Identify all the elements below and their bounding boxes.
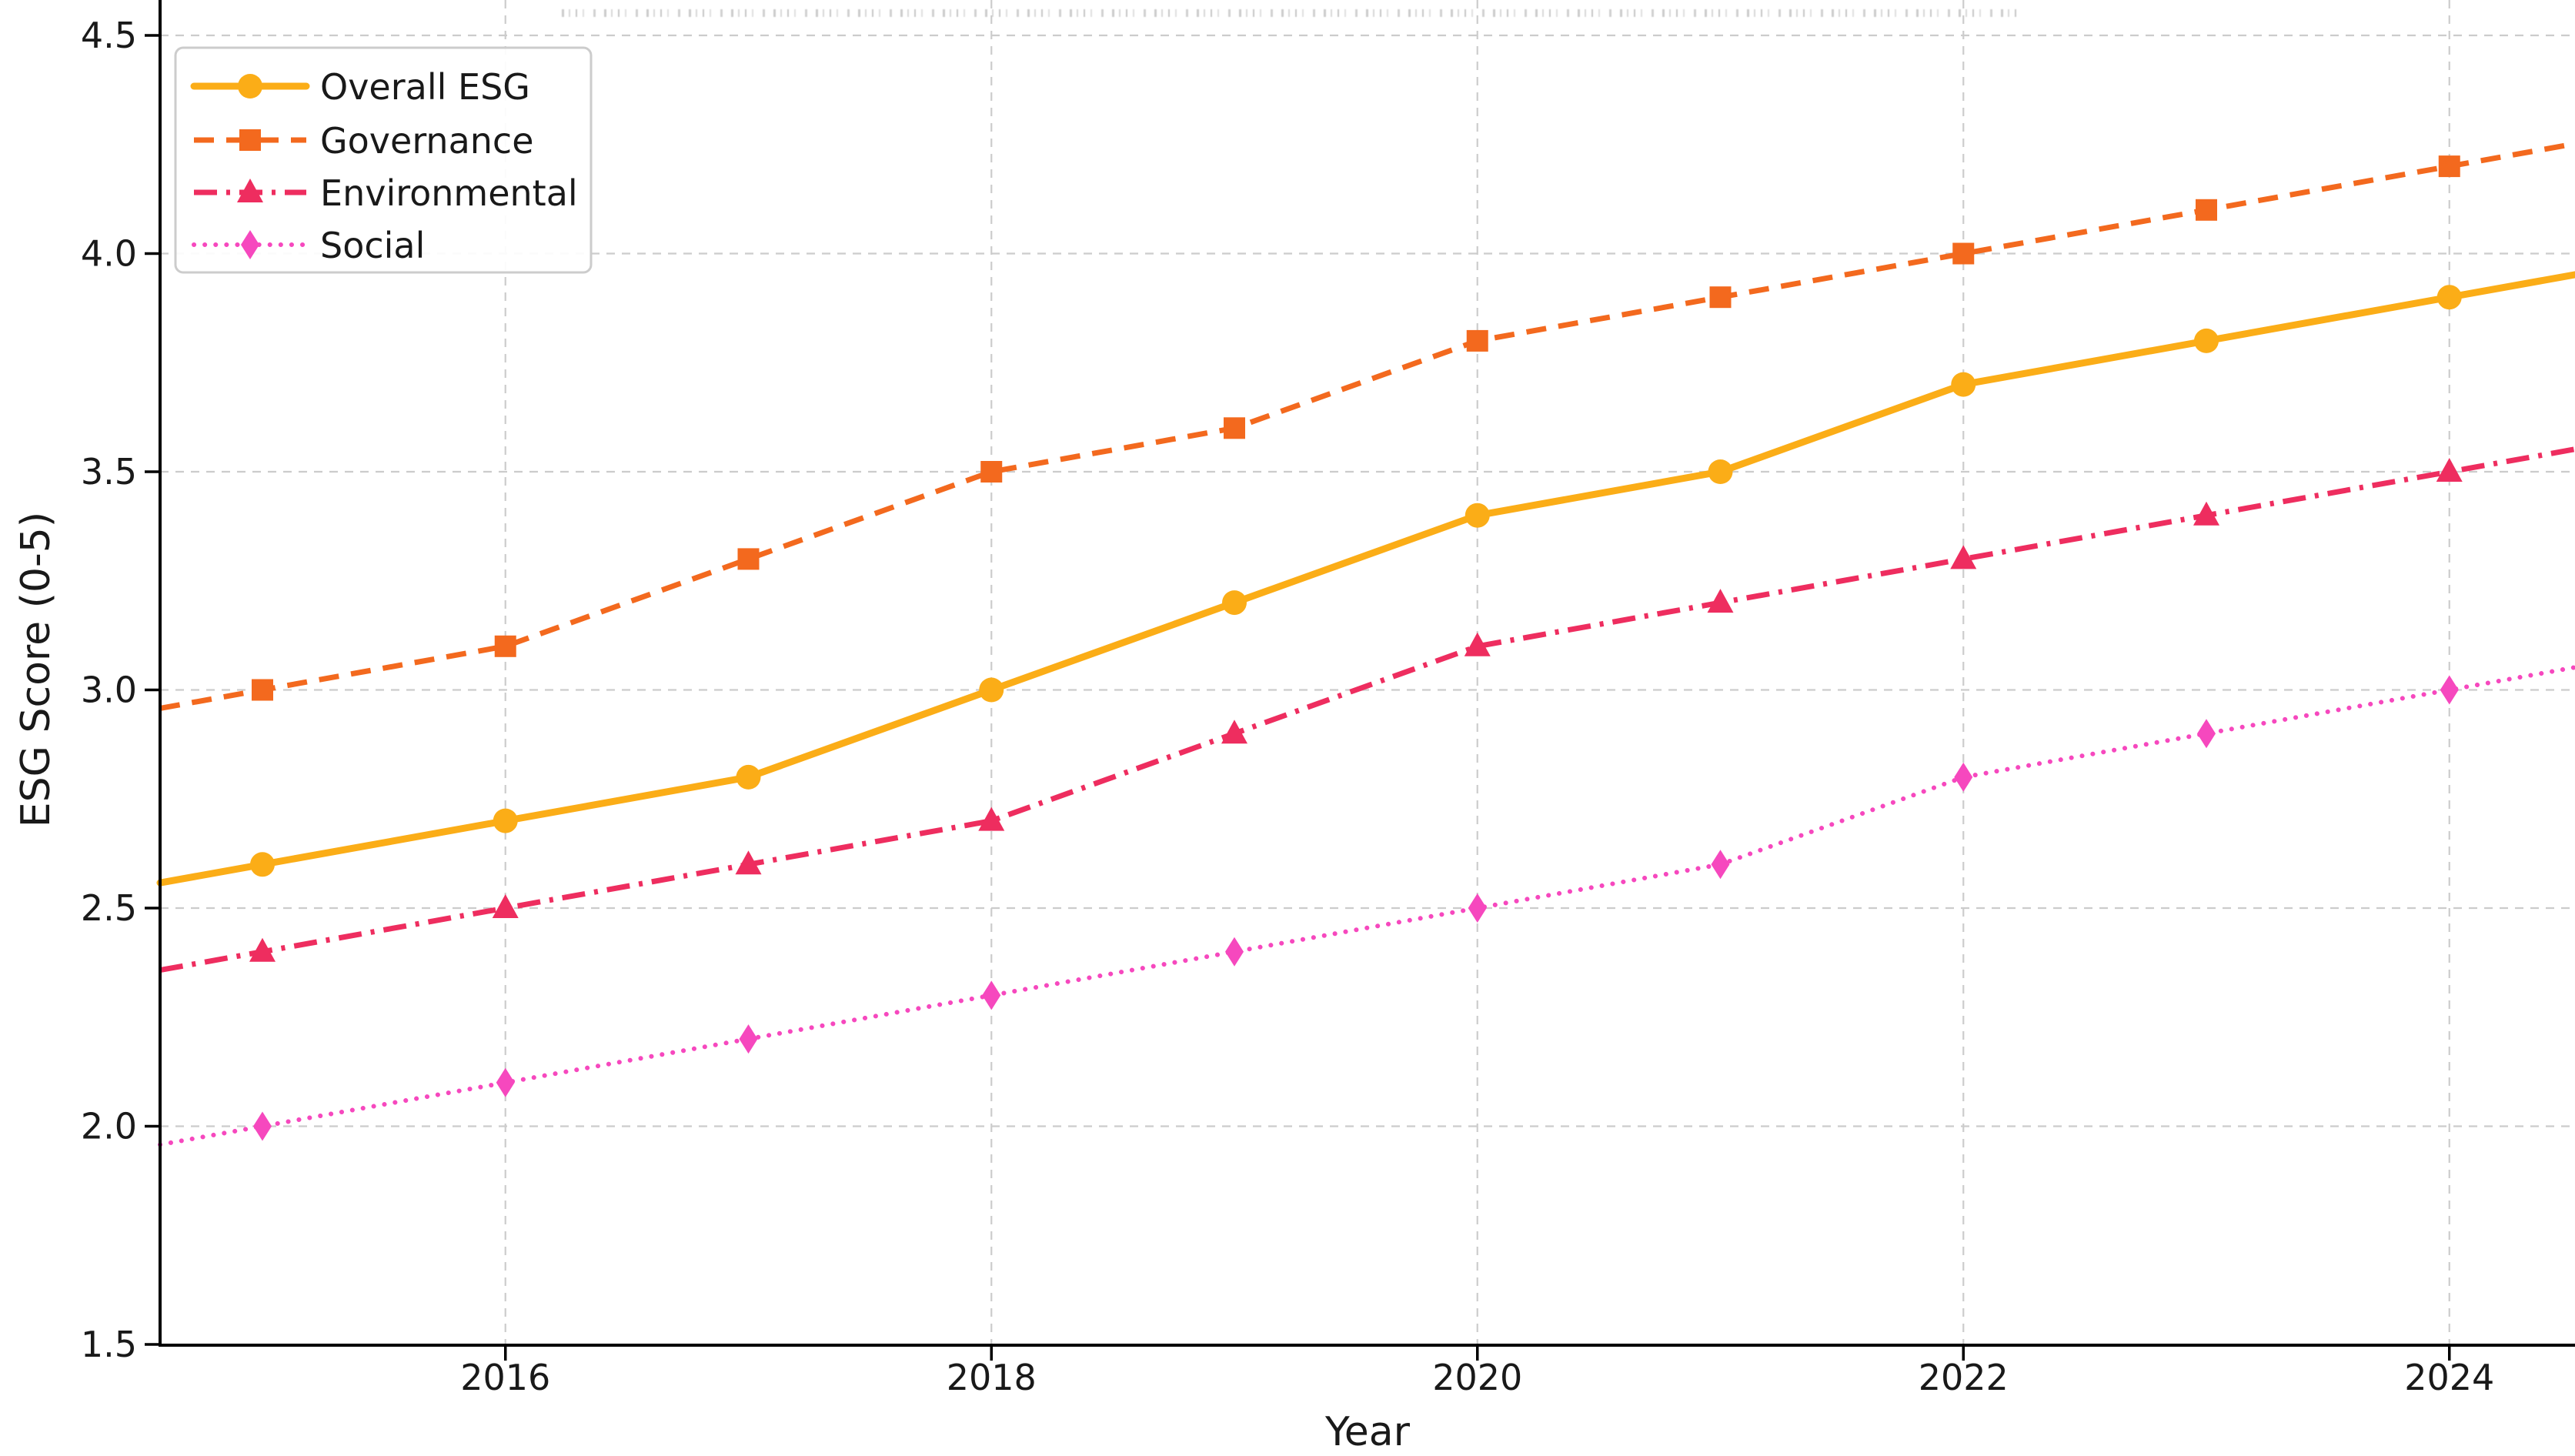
series-markers-governance bbox=[252, 155, 2460, 701]
marker-environmental-2019 bbox=[1221, 720, 1247, 744]
series-line-social bbox=[158, 665, 2575, 1147]
legend-item-environmental: Environmental bbox=[194, 172, 578, 214]
marker-governance-2017 bbox=[737, 548, 760, 570]
marker-environmental-2021 bbox=[1707, 589, 1734, 613]
x-tick-label-2020: 2020 bbox=[1432, 1357, 1522, 1398]
marker-governance-2019 bbox=[1224, 417, 1245, 439]
legend-sample-marker-governance bbox=[239, 129, 261, 151]
legend-sample-marker-environmental bbox=[237, 179, 263, 202]
marker-governance-2015 bbox=[252, 679, 273, 701]
marker-social-2018 bbox=[982, 980, 1001, 1010]
y-tick-label-4.0: 4.0 bbox=[81, 233, 137, 275]
legend-label-social: Social bbox=[320, 225, 425, 266]
marker-environmental-2022 bbox=[1950, 545, 1977, 569]
marker-governance-2022 bbox=[1952, 242, 1975, 265]
marker-environmental-2018 bbox=[978, 806, 1005, 831]
x-tick-label-2022: 2022 bbox=[1919, 1357, 2009, 1398]
marker-governance-2021 bbox=[1709, 286, 1732, 309]
legend-item-social: Social bbox=[192, 225, 425, 266]
legend-sample-marker-overall-esg bbox=[238, 74, 262, 99]
series-group bbox=[156, 141, 2575, 1147]
marker-social-2020 bbox=[1468, 893, 1487, 923]
legend-label-overall-esg: Overall ESG bbox=[320, 66, 530, 108]
series-markers-social bbox=[253, 675, 2459, 1141]
marker-environmental-2015 bbox=[249, 937, 276, 962]
marker-governance-2024 bbox=[2438, 155, 2460, 178]
marker-overall-esg-2015 bbox=[250, 852, 275, 877]
marker-social-2022 bbox=[1954, 762, 1973, 792]
series-line-environmental bbox=[159, 446, 2575, 973]
marker-governance-2018 bbox=[980, 461, 1003, 483]
legend-label-governance: Governance bbox=[320, 120, 534, 162]
marker-governance-2023 bbox=[2196, 199, 2217, 221]
y-tick-label-1.5: 1.5 bbox=[81, 1324, 137, 1365]
series-line-governance bbox=[159, 141, 2575, 711]
marker-governance-2020 bbox=[1466, 329, 1488, 352]
x-tick-label-2018: 2018 bbox=[947, 1357, 1037, 1398]
marker-governance-2016 bbox=[494, 635, 516, 657]
legend-item-overall-esg: Overall ESG bbox=[190, 66, 530, 108]
marker-social-2015 bbox=[253, 1111, 272, 1141]
series-line-overall-esg bbox=[156, 271, 2575, 887]
legend-item-governance: Governance bbox=[194, 120, 534, 162]
marker-social-2017 bbox=[739, 1024, 758, 1054]
marker-social-2021 bbox=[1711, 850, 1730, 880]
gridlines bbox=[160, 0, 2575, 1345]
legend-box bbox=[174, 46, 593, 274]
y-tick-label-2.0: 2.0 bbox=[81, 1106, 137, 1147]
marker-overall-esg-2024 bbox=[2436, 285, 2462, 310]
x-axis-label: Year bbox=[1324, 1409, 1411, 1455]
legend: Overall ESG Governance Environmental Social bbox=[174, 46, 593, 274]
x-tick-label-2024: 2024 bbox=[2404, 1357, 2494, 1398]
marker-social-2023 bbox=[2197, 719, 2216, 749]
series-markers-environmental bbox=[249, 458, 2463, 962]
marker-environmental-2023 bbox=[2193, 501, 2219, 526]
marker-social-2019 bbox=[1225, 937, 1244, 967]
marker-overall-esg-2018 bbox=[979, 677, 1004, 703]
x-tick-label-2016: 2016 bbox=[460, 1357, 550, 1398]
marker-overall-esg-2017 bbox=[736, 764, 761, 790]
y-tick-label-3.0: 3.0 bbox=[81, 670, 137, 711]
marker-overall-esg-2016 bbox=[493, 808, 518, 833]
marker-overall-esg-2022 bbox=[1951, 372, 1976, 397]
marker-social-2016 bbox=[496, 1067, 515, 1097]
series-markers-overall-esg bbox=[250, 285, 2462, 877]
marker-overall-esg-2019 bbox=[1222, 590, 1247, 616]
marker-environmental-2024 bbox=[2436, 458, 2463, 482]
legend-sample-marker-social bbox=[241, 230, 259, 259]
y-axis-label: ESG Score (0-5) bbox=[13, 512, 59, 827]
legend-label-environmental: Environmental bbox=[320, 172, 578, 214]
marker-social-2024 bbox=[2440, 675, 2459, 705]
marker-overall-esg-2021 bbox=[1708, 459, 1733, 484]
marker-overall-esg-2023 bbox=[2194, 328, 2219, 353]
y-tick-label-2.5: 2.5 bbox=[81, 887, 137, 929]
marker-environmental-2016 bbox=[492, 894, 519, 918]
y-tick-label-3.5: 3.5 bbox=[81, 451, 137, 493]
marker-overall-esg-2020 bbox=[1465, 503, 1490, 528]
clipped-title-fragment bbox=[562, 9, 2016, 17]
axes: 1.5 2.0 2.5 3.0 3.5 4.0 4.5 2016 2018 2020 2022 202… bbox=[13, 0, 2575, 1455]
marker-environmental-2017 bbox=[735, 850, 762, 875]
y-tick-label-4.5: 4.5 bbox=[81, 15, 137, 56]
marker-environmental-2020 bbox=[1464, 632, 1491, 656]
